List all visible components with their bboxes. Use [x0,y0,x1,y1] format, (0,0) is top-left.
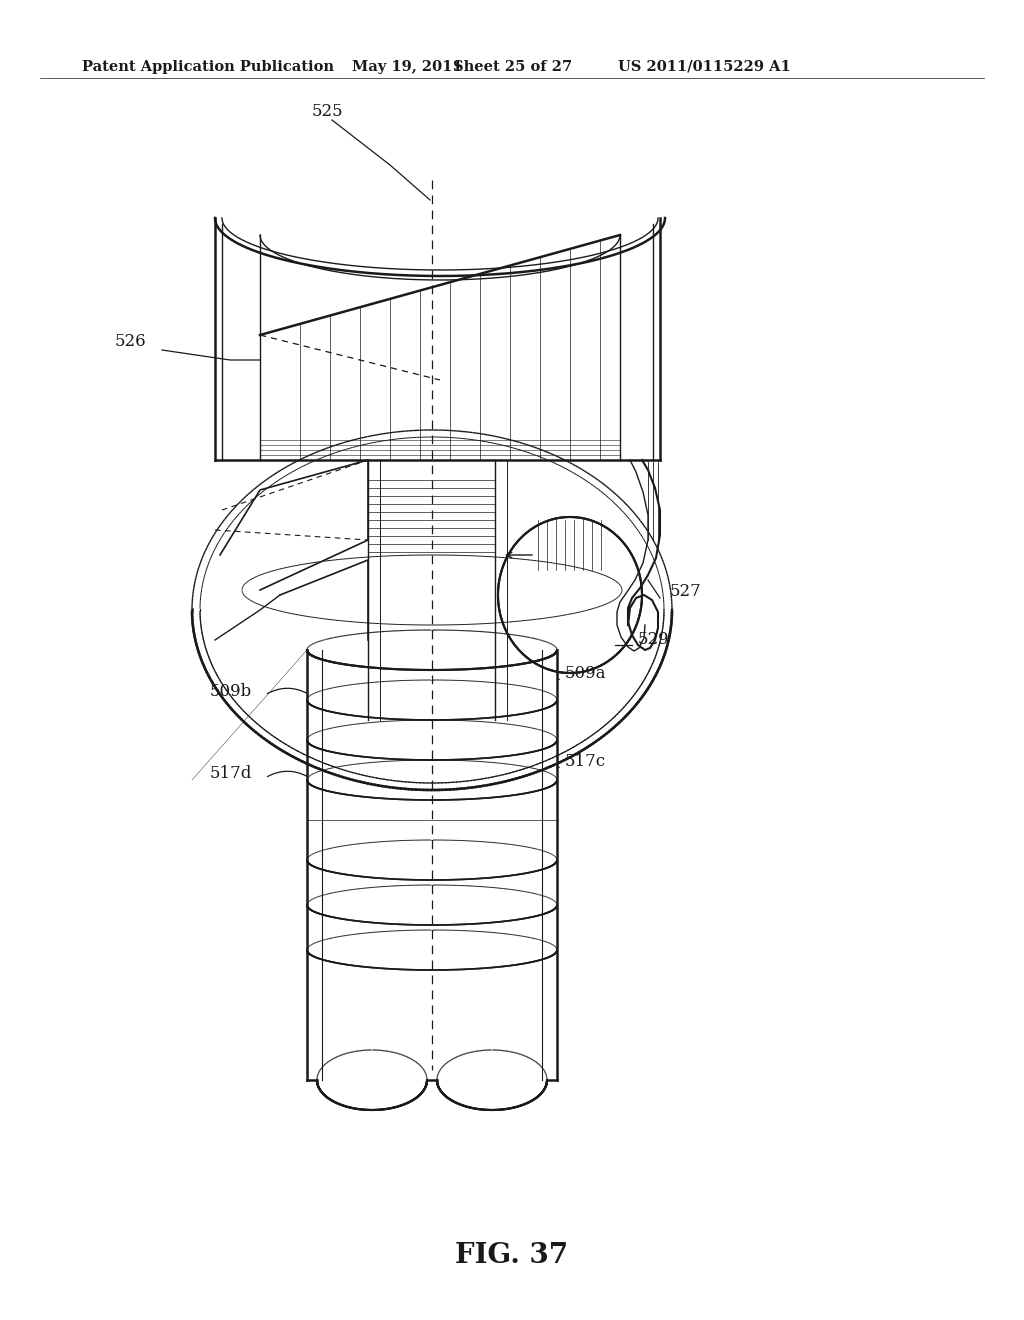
Text: 509a: 509a [565,665,606,682]
Text: 517c: 517c [565,754,606,771]
Text: May 19, 2011: May 19, 2011 [352,59,463,74]
Text: 509b: 509b [210,684,252,701]
Text: Patent Application Publication: Patent Application Publication [82,59,334,74]
Text: 525: 525 [312,103,344,120]
Text: FIG. 37: FIG. 37 [456,1242,568,1269]
Text: 526: 526 [115,334,146,351]
Text: 527: 527 [670,583,701,601]
Text: 529: 529 [638,631,670,648]
Text: US 2011/0115229 A1: US 2011/0115229 A1 [618,59,791,74]
Text: Sheet 25 of 27: Sheet 25 of 27 [453,59,572,74]
Text: 517d: 517d [210,766,252,783]
